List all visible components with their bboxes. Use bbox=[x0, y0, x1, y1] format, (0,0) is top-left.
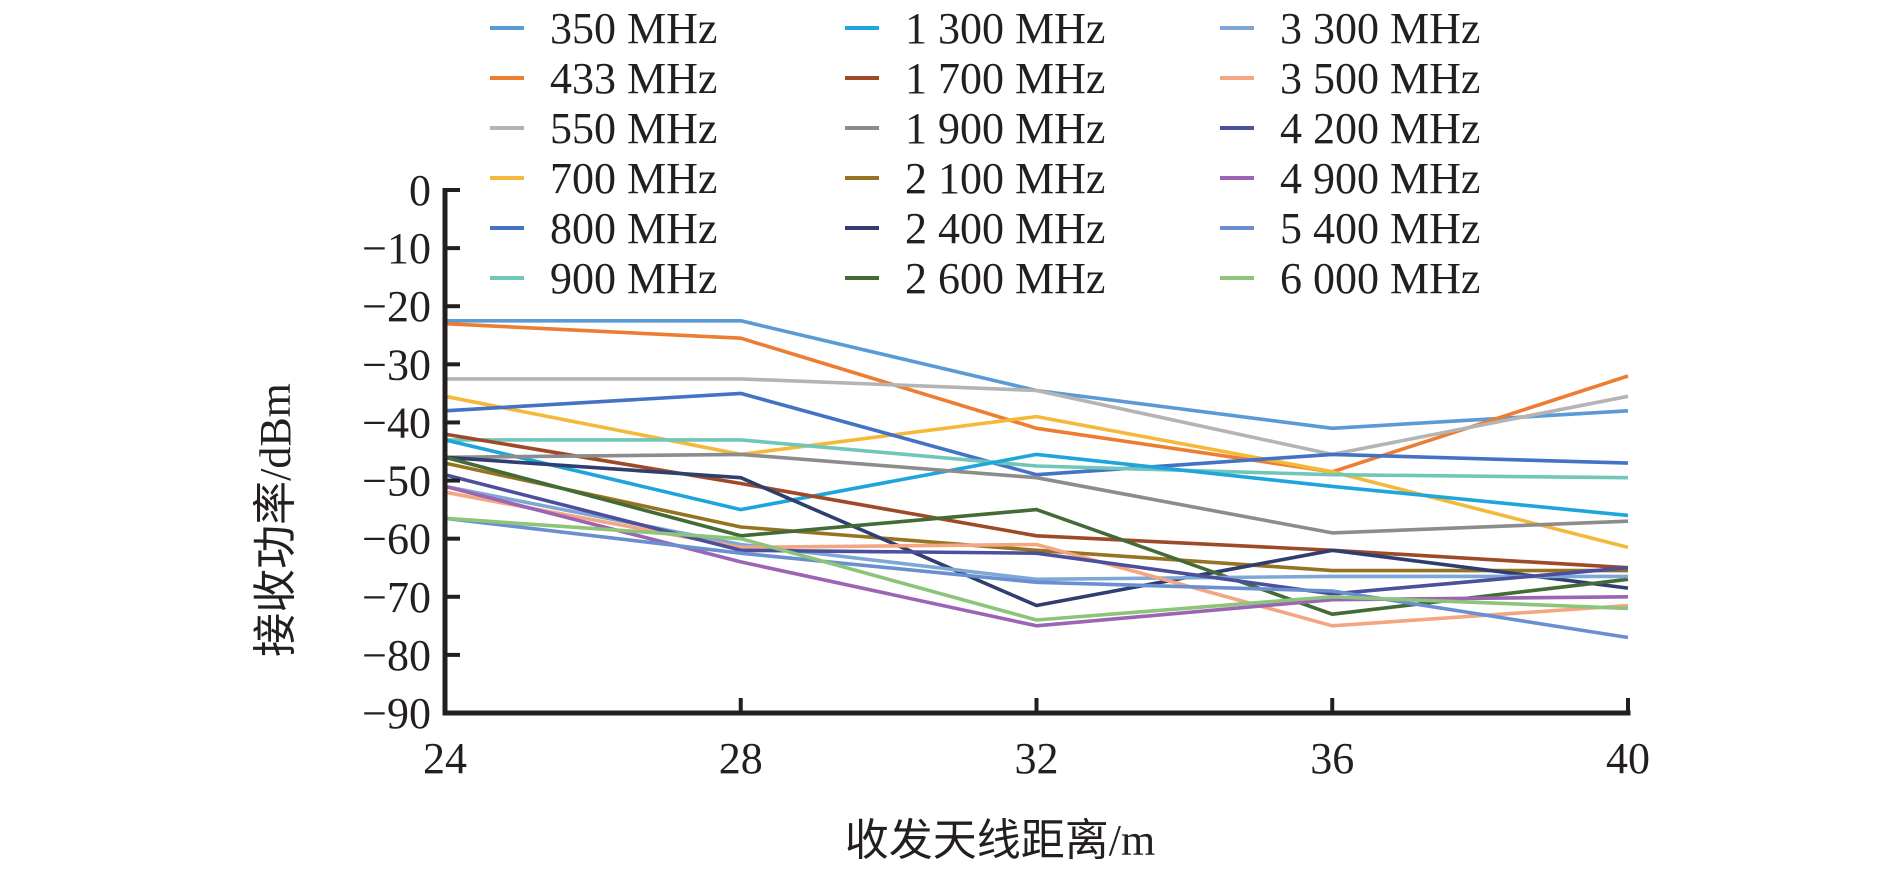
series-line-18 bbox=[444, 516, 1629, 622]
plot-area bbox=[444, 318, 1629, 640]
y-axis-title: 接收功率/dBm bbox=[251, 383, 300, 657]
legend-label: 2 600 MHz bbox=[905, 254, 1105, 303]
series-line-16 bbox=[444, 484, 1629, 628]
legend-label: 800 MHz bbox=[550, 204, 717, 253]
legend-item: 4 200 MHz bbox=[1220, 104, 1480, 153]
legend-label: 1 300 MHz bbox=[905, 4, 1105, 53]
series-line-5 bbox=[444, 391, 1629, 477]
series-line-7 bbox=[444, 438, 1629, 518]
series-line-1 bbox=[445, 318, 1629, 431]
legend-item: 2 100 MHz bbox=[845, 154, 1105, 203]
legend-label: 550 MHz bbox=[550, 104, 717, 153]
legend-label: 4 200 MHz bbox=[1280, 104, 1480, 153]
legend-item: 3 300 MHz bbox=[1220, 4, 1480, 53]
x-tick-label: 36 bbox=[1310, 734, 1354, 783]
legend-label: 433 MHz bbox=[550, 54, 717, 103]
series-line-9 bbox=[444, 452, 1629, 535]
x-tick-label: 32 bbox=[1015, 734, 1059, 783]
legend-item: 2 600 MHz bbox=[845, 254, 1105, 303]
x-axis-title: 收发天线距离/m bbox=[845, 816, 1155, 865]
series-line-14 bbox=[444, 490, 1629, 628]
legend-item: 1 900 MHz bbox=[845, 104, 1105, 153]
series-line-3 bbox=[445, 377, 1629, 457]
y-tick-label: −70 bbox=[362, 573, 431, 622]
series-line-17 bbox=[444, 516, 1629, 640]
y-tick-label: −40 bbox=[362, 398, 431, 447]
legend-label: 350 MHz bbox=[550, 4, 717, 53]
legend-label: 5 400 MHz bbox=[1280, 204, 1480, 253]
y-tick-label: 0 bbox=[409, 166, 431, 215]
legend-label: 3 300 MHz bbox=[1280, 4, 1480, 53]
legend-item: 700 MHz bbox=[490, 154, 717, 203]
legend-label: 2 100 MHz bbox=[905, 154, 1105, 203]
legend-label: 1 900 MHz bbox=[905, 104, 1105, 153]
x-tick-label: 40 bbox=[1606, 734, 1650, 783]
series-line-15 bbox=[444, 472, 1629, 596]
series-line-6 bbox=[445, 438, 1629, 480]
legend-item: 800 MHz bbox=[490, 204, 717, 253]
legend-item: 2 400 MHz bbox=[845, 204, 1105, 253]
y-tick-label: −60 bbox=[362, 515, 431, 564]
series-line-8 bbox=[444, 432, 1629, 570]
series-line-11 bbox=[444, 455, 1629, 608]
legend-label: 2 400 MHz bbox=[905, 204, 1105, 253]
series-line-12 bbox=[444, 455, 1629, 617]
legend-label: 700 MHz bbox=[550, 154, 717, 203]
legend-item: 3 500 MHz bbox=[1220, 54, 1480, 103]
y-tick-label: −50 bbox=[362, 457, 431, 506]
series-line-10 bbox=[444, 461, 1628, 573]
y-tick-label: −80 bbox=[362, 631, 431, 680]
legend-item: 433 MHz bbox=[490, 54, 717, 103]
legend-item: 1 700 MHz bbox=[845, 54, 1105, 103]
legend-label: 4 900 MHz bbox=[1280, 154, 1480, 203]
y-tick-label: −90 bbox=[362, 689, 431, 738]
y-tick-label: −20 bbox=[362, 282, 431, 331]
legend-item: 4 900 MHz bbox=[1220, 154, 1480, 203]
x-tick-label: 28 bbox=[719, 734, 763, 783]
x-tick-label: 24 bbox=[423, 734, 467, 783]
legend-item: 550 MHz bbox=[490, 104, 717, 153]
legend-item: 6 000 MHz bbox=[1220, 254, 1480, 303]
legend-label: 1 700 MHz bbox=[905, 54, 1105, 103]
legend-label: 3 500 MHz bbox=[1280, 54, 1480, 103]
series-line-2 bbox=[444, 321, 1629, 474]
legend-label: 900 MHz bbox=[550, 254, 717, 303]
y-tick-label: −10 bbox=[362, 224, 431, 273]
y-tick-label: −30 bbox=[362, 340, 431, 389]
legend-item: 900 MHz bbox=[490, 254, 717, 303]
legend-item: 1 300 MHz bbox=[845, 4, 1105, 53]
legend-item: 5 400 MHz bbox=[1220, 204, 1480, 253]
legend-label: 6 000 MHz bbox=[1280, 254, 1480, 303]
legend-item: 350 MHz bbox=[490, 4, 717, 53]
